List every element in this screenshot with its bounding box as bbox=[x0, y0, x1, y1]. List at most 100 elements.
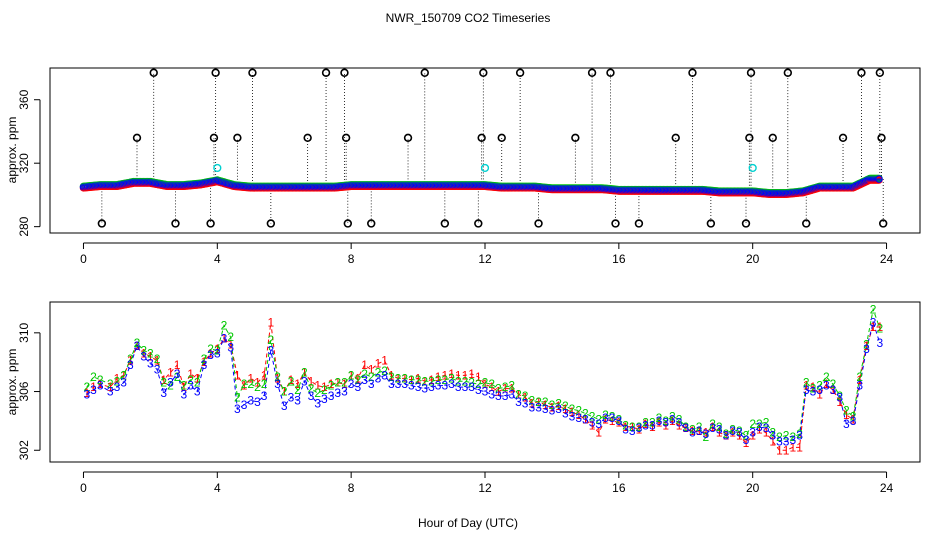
series-point-2: 2 bbox=[134, 336, 141, 350]
outlier-point bbox=[515, 68, 525, 77]
series-point-1: 1 bbox=[816, 387, 823, 401]
series-point-1: 1 bbox=[803, 379, 810, 393]
series-point-3: 3 bbox=[616, 414, 623, 428]
series-point-1: 1 bbox=[241, 379, 248, 393]
series-point-1: 1 bbox=[127, 354, 134, 368]
series-point-2: 2 bbox=[334, 376, 341, 390]
outlier-point bbox=[340, 68, 349, 77]
series-point-2: 2 bbox=[314, 386, 321, 400]
series-point-1: 1 bbox=[656, 415, 663, 429]
series-point-1: 1 bbox=[542, 398, 549, 412]
series-point-1: 1 bbox=[154, 354, 161, 368]
series-point-3: 3 bbox=[582, 412, 589, 426]
outlier-point bbox=[741, 219, 751, 228]
series-point-3: 3 bbox=[294, 393, 301, 407]
series-point-1: 1 bbox=[850, 412, 857, 426]
series-point-3: 3 bbox=[274, 377, 281, 391]
series-point-3: 3 bbox=[856, 379, 863, 393]
outlier-point bbox=[440, 219, 450, 228]
series-point-1: 1 bbox=[187, 367, 194, 381]
series-point-3: 3 bbox=[736, 426, 743, 440]
series-point-1: 1 bbox=[703, 426, 710, 440]
top-x-tick-label: 0 bbox=[80, 252, 87, 266]
series-point-1: 1 bbox=[549, 401, 556, 415]
series-point-3: 3 bbox=[154, 363, 161, 377]
series-point-3: 3 bbox=[348, 377, 355, 391]
series-point-1: 1 bbox=[616, 415, 623, 429]
series-point-2: 2 bbox=[549, 398, 556, 412]
series-point-2: 2 bbox=[529, 393, 536, 407]
series-point-2: 2 bbox=[281, 385, 288, 399]
series-point-1: 1 bbox=[421, 374, 428, 388]
series-point-3: 3 bbox=[328, 389, 335, 403]
series-line-2 bbox=[86, 307, 881, 439]
series-point-1: 1 bbox=[877, 320, 884, 334]
outlier-point bbox=[746, 68, 756, 77]
series-point-1: 1 bbox=[268, 316, 275, 330]
series-point-2: 2 bbox=[736, 424, 743, 438]
series-point-2: 2 bbox=[763, 415, 770, 429]
series-point-3: 3 bbox=[482, 385, 489, 399]
top-panel: 0 4 8 12 16 20 24 280 320 360 approx. ppm bbox=[5, 67, 921, 266]
series-point-2: 2 bbox=[488, 377, 495, 391]
series-line-1 bbox=[86, 322, 880, 451]
series-point-2: 2 bbox=[107, 377, 114, 391]
series-point-1: 1 bbox=[863, 339, 870, 353]
series-point-2: 2 bbox=[870, 302, 877, 316]
series-point-1: 1 bbox=[381, 354, 388, 368]
series-point-1: 1 bbox=[214, 342, 221, 356]
series-point-1: 1 bbox=[368, 363, 375, 377]
series-point-3: 3 bbox=[120, 376, 127, 390]
series-point-3: 3 bbox=[114, 380, 121, 394]
series-point-3: 3 bbox=[455, 380, 462, 394]
series-point-1: 1 bbox=[114, 371, 121, 385]
series-point-2: 2 bbox=[288, 374, 295, 388]
series-point-2: 2 bbox=[682, 420, 689, 434]
series-point-2: 2 bbox=[689, 423, 696, 437]
series-point-1: 1 bbox=[629, 420, 636, 434]
outlier-point bbox=[171, 219, 180, 228]
series-point-3: 3 bbox=[435, 379, 442, 393]
series-point-3: 3 bbox=[83, 387, 90, 401]
series-point-2: 2 bbox=[843, 404, 850, 418]
series-point-1: 1 bbox=[515, 387, 522, 401]
series-point-2: 2 bbox=[823, 370, 830, 384]
series-point-1: 1 bbox=[823, 377, 830, 391]
series-point-1: 1 bbox=[790, 440, 797, 454]
series-point-2: 2 bbox=[221, 318, 228, 332]
series-point-3: 3 bbox=[823, 379, 830, 393]
series-point-2: 2 bbox=[569, 402, 576, 416]
series-point-3: 3 bbox=[401, 377, 408, 391]
series-point-1: 1 bbox=[462, 368, 469, 382]
top-y-tick-label: 280 bbox=[17, 216, 31, 236]
series-point-1: 1 bbox=[167, 365, 174, 379]
outlier-point bbox=[206, 219, 215, 228]
series-point-2: 2 bbox=[187, 373, 194, 387]
series-point-2: 2 bbox=[415, 373, 422, 387]
series-point-3: 3 bbox=[395, 377, 402, 391]
series-point-2: 2 bbox=[468, 376, 475, 390]
series-point-3: 3 bbox=[468, 380, 475, 394]
series-point-3: 3 bbox=[803, 383, 810, 397]
series-point-2: 2 bbox=[368, 370, 375, 384]
outlier-point bbox=[534, 219, 543, 228]
series-point-3: 3 bbox=[221, 332, 228, 346]
series-point-2: 2 bbox=[542, 395, 549, 409]
series-point-1: 1 bbox=[723, 429, 730, 443]
series-point-2: 2 bbox=[194, 376, 201, 390]
series-point-1: 1 bbox=[261, 368, 268, 382]
outlier-point bbox=[857, 68, 866, 77]
series-point-2: 2 bbox=[214, 343, 221, 357]
outlier-point bbox=[149, 68, 158, 77]
series-point-3: 3 bbox=[421, 382, 428, 396]
series-point-3: 3 bbox=[830, 383, 837, 397]
series-point-1: 1 bbox=[83, 386, 90, 400]
top-y-tick-label: 320 bbox=[17, 153, 31, 173]
series-point-2: 2 bbox=[174, 370, 181, 384]
bottom-x-tick-label: 12 bbox=[478, 481, 492, 495]
bottom-x-axis: 0 4 8 12 16 20 24 bbox=[80, 471, 894, 495]
series-point-1: 1 bbox=[468, 367, 475, 381]
series-point-3: 3 bbox=[254, 395, 261, 409]
series-point-3: 3 bbox=[549, 404, 556, 418]
series-point-2: 2 bbox=[381, 364, 388, 378]
